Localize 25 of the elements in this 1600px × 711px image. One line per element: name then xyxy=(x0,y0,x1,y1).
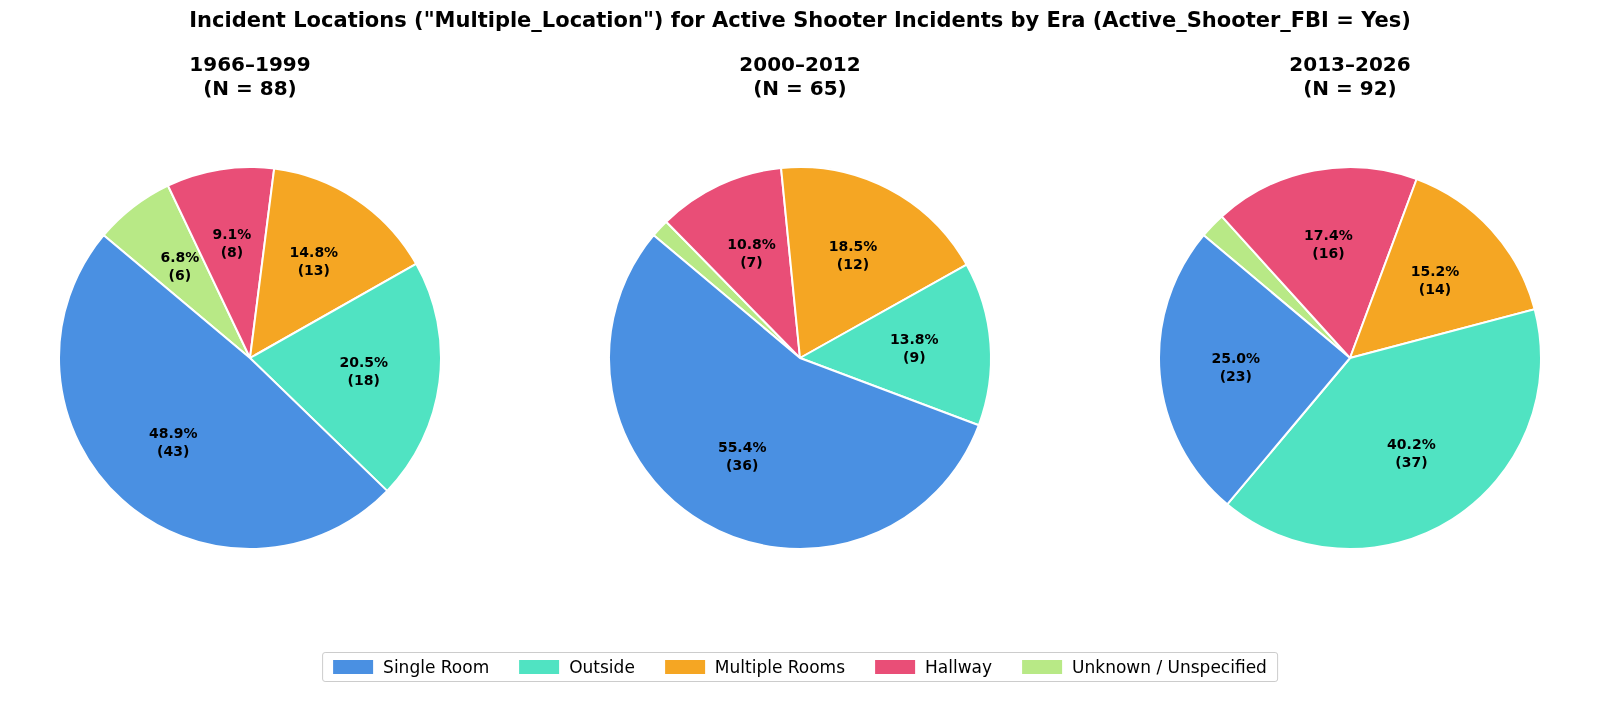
data-label: 10.8% (7) xyxy=(727,235,776,270)
data-label: 6.8% (6) xyxy=(160,249,200,283)
data-label: 18.5% (12) xyxy=(828,238,878,273)
data-label: 9.1% (8) xyxy=(212,226,252,261)
chart-title: 2013–2026 xyxy=(1288,52,1412,76)
chart-title: 1966–1999 xyxy=(188,52,312,76)
legend-label: Single Room xyxy=(383,657,490,677)
chart-subtitle: (N = 92) xyxy=(1302,76,1398,100)
data-label: 13.8% (9) xyxy=(889,331,939,366)
data-label: 15.2% (14) xyxy=(1410,262,1460,297)
chart-subtitle: (N = 88) xyxy=(202,76,298,100)
text: Incident Locations ("Multiple_Location") for Active Shooter Incidents by Era (Active_Shooter_FBI = Yes) xyxy=(188,8,1412,32)
legend-label: Hallway xyxy=(925,657,993,677)
legend-label: Multiple Rooms xyxy=(714,657,846,677)
legend-label: Unknown / Unspecified xyxy=(1072,657,1267,677)
data-label: 55.4% (36) xyxy=(717,438,767,473)
data-label: 40.2% (37) xyxy=(1387,436,1436,471)
data-label: 14.8% (13) xyxy=(289,244,339,279)
chart-subtitle: (N = 65) xyxy=(752,76,848,100)
data-label: 25.0% (23) xyxy=(1211,349,1261,384)
data-label: 48.9% (43) xyxy=(148,424,198,459)
chart-title: 2000–2012 xyxy=(738,52,862,76)
legend-label: Outside xyxy=(569,657,635,677)
data-label: 17.4% (16) xyxy=(1304,227,1353,262)
data-label: 20.5% (18) xyxy=(339,354,388,389)
